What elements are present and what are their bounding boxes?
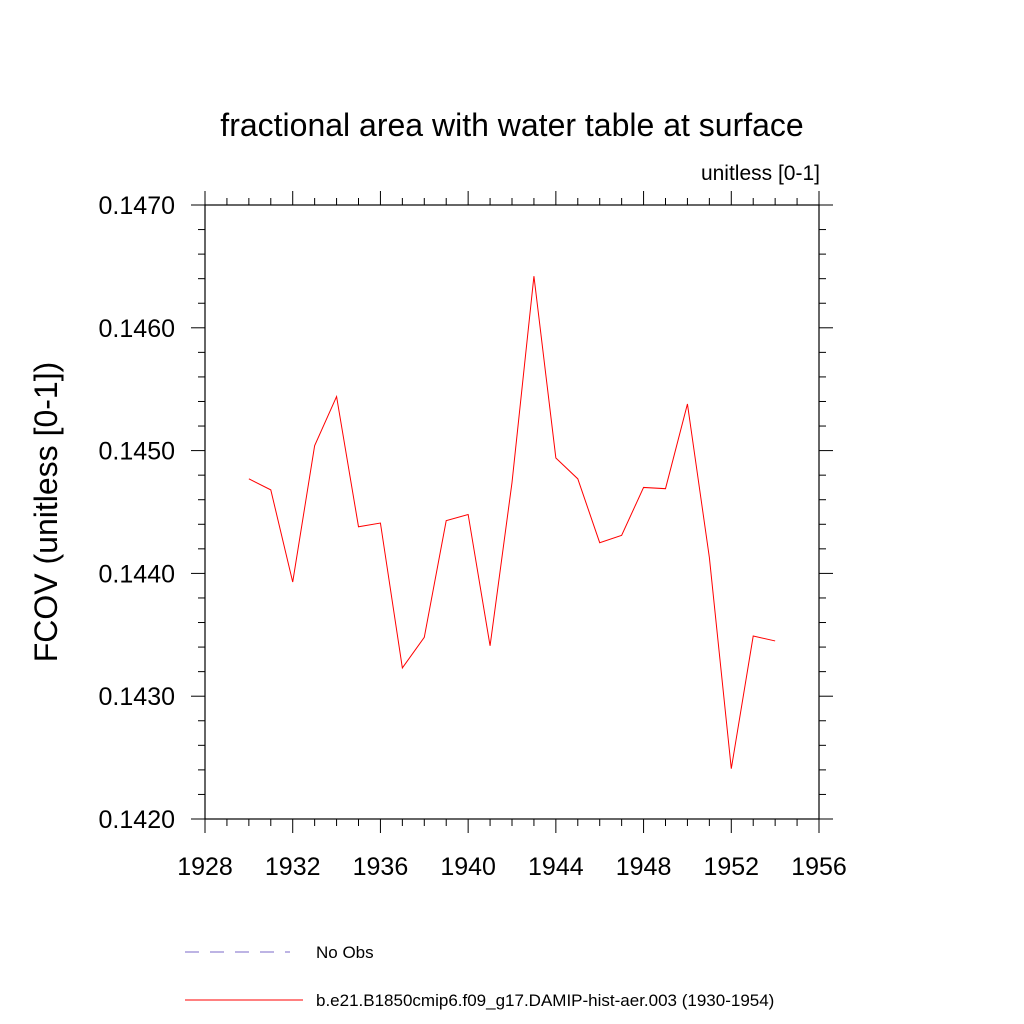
y-axis-label: FCOV (unitless [0-1]) (28, 362, 64, 663)
y-tick-label: 0.1470 (99, 192, 175, 220)
series-layer (248, 276, 776, 769)
x-tick-label: 1944 (528, 853, 584, 881)
series-line-0 (248, 276, 776, 769)
x-tick-label: 1936 (353, 853, 409, 881)
x-tick-label: 1952 (703, 853, 759, 881)
y-tick-label: 0.1450 (99, 438, 175, 466)
x-tick-label: 1948 (616, 853, 672, 881)
chart-title: fractional area with water table at surf… (220, 107, 803, 143)
y-tick-label: 0.1420 (99, 806, 175, 834)
x-tick-label: 1932 (265, 853, 321, 881)
x-tick-label: 1956 (791, 853, 847, 881)
legend: No Obs b.e21.B1850cmip6.f09_g17.DAMIP-his… (185, 943, 774, 1010)
x-tick-label: 1928 (177, 853, 233, 881)
axis-ticks: 1928 1932 1936 1940 1944 1948 1952 1956 0.1420 0.… (99, 191, 847, 881)
legend-label-1: b.e21.B1850cmip6.f09_g17.DAMIP-hist-aer.… (316, 991, 774, 1010)
y-tick-label: 0.1440 (99, 560, 175, 588)
y-tick-label: 0.1460 (99, 315, 175, 343)
legend-label-0: No Obs (316, 943, 374, 962)
units-label: unitless [0-1] (701, 162, 820, 185)
x-tick-label: 1940 (440, 853, 496, 881)
y-tick-label: 0.1430 (99, 683, 175, 711)
